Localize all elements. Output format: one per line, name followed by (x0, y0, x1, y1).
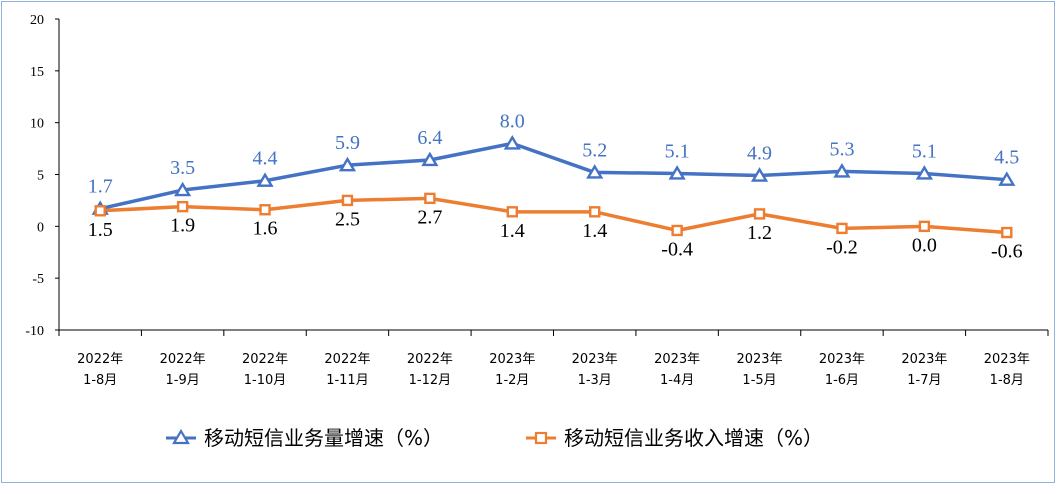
volume-data-label: 4.9 (747, 143, 772, 165)
series-lines (91, 135, 1016, 239)
volume-data-label: 6.4 (417, 127, 442, 149)
revenue-data-label: 1.5 (88, 219, 113, 241)
x-category-year: 2023年 (901, 352, 947, 367)
x-category-year: 2022年 (160, 352, 206, 367)
x-category-period: 1-5月 (742, 373, 776, 388)
x-category-period: 1-10月 (244, 373, 287, 388)
y-tick-label: 15 (30, 65, 44, 80)
x-category-year: 2022年 (242, 352, 288, 367)
volume-point-marker (750, 167, 769, 182)
revenue-point-marker (259, 204, 271, 216)
y-tick-label: 20 (30, 13, 44, 28)
revenue-point-marker (918, 220, 931, 233)
x-category-year: 2023年 (489, 352, 535, 367)
revenue-point-marker (341, 194, 354, 207)
revenue-data-label: 0.0 (912, 234, 937, 256)
revenue-data-label: 1.4 (500, 220, 525, 242)
volume-point-marker (338, 156, 357, 172)
volume-data-label: 5.9 (335, 132, 360, 154)
revenue-data-label: 1.9 (170, 215, 195, 237)
revenue-point-marker (753, 208, 766, 220)
revenue-point-marker (1001, 226, 1013, 239)
revenue-point-marker (506, 206, 518, 218)
revenue-point-marker (589, 206, 601, 218)
y-tick-label: -5 (32, 272, 44, 287)
volume-point-marker (998, 171, 1016, 186)
revenue-data-label: -0.6 (991, 241, 1023, 263)
y-tick-label: -10 (25, 324, 44, 339)
volume-point-marker (586, 164, 604, 179)
x-category-year: 2023年 (984, 352, 1030, 367)
volume-point-marker (668, 165, 686, 180)
x-category-period: 1-2月 (495, 373, 529, 388)
revenue-data-label: -0.2 (826, 236, 858, 258)
x-category-period: 1-6月 (825, 373, 859, 388)
series-line-volume (99, 141, 1007, 211)
legend-square-icon (534, 431, 548, 445)
volume-data-label: 5.2 (582, 139, 607, 161)
x-category-period: 1-3月 (578, 373, 612, 388)
x-category-period: 1-9月 (166, 373, 200, 388)
revenue-data-label: 1.4 (582, 220, 607, 242)
legend-label-volume: 移动短信业务量增速（%） (204, 426, 443, 450)
y-tick-label: 5 (37, 169, 44, 184)
legend-label-revenue: 移动短信业务收入增速（%） (564, 426, 823, 450)
volume-data-label: 4.5 (994, 147, 1019, 169)
volume-point-marker (256, 172, 274, 187)
revenue-data-label: 2.7 (417, 206, 442, 228)
revenue-point-marker (424, 192, 436, 205)
volume-point-marker (833, 163, 851, 178)
x-category-year: 2023年 (819, 352, 865, 367)
revenue-point-marker (836, 222, 848, 235)
data-labels: 1.7 3.5 4.4 5.9 6.4 8.0 5.2 5.1 4.9 5.3 5.1 4.5 1.5 1… (88, 110, 1023, 262)
revenue-point-marker (176, 200, 189, 213)
x-category-year: 2022年 (77, 352, 123, 367)
axes (55, 18, 1049, 336)
volume-point-marker (174, 181, 192, 197)
x-category-year: 2023年 (654, 352, 700, 367)
legend-triangle-icon (172, 428, 190, 445)
revenue-data-label: 2.5 (335, 208, 360, 230)
x-category-period: 1-8月 (83, 373, 117, 388)
legend: 移动短信业务量增速（%） 移动短信业务收入增速（%） (166, 426, 823, 450)
series-line-revenue (100, 196, 1007, 235)
volume-data-label: 1.7 (88, 176, 113, 198)
volume-data-label: 5.1 (665, 140, 690, 162)
revenue-data-label: -0.4 (661, 238, 693, 260)
revenue-data-label: 1.6 (253, 218, 278, 240)
x-category-period: 1-7月 (907, 373, 941, 388)
volume-point-marker (915, 165, 933, 180)
volume-data-label: 5.1 (912, 140, 937, 162)
volume-data-label: 8.0 (500, 110, 525, 132)
y-tick-label: 10 (30, 117, 44, 132)
x-category-year: 2022年 (407, 352, 453, 367)
y-tick-label: 0 (37, 220, 44, 235)
x-category-year: 2022年 (324, 352, 370, 367)
x-category-year: 2023年 (572, 352, 618, 367)
x-category-labels: 2022年 1-8月 2022年 1-9月 2022年 1-10月 2022年 1-11月 20… (77, 352, 1030, 388)
revenue-point-marker (94, 205, 106, 217)
y-tick-labels: 20 15 10 5 0 -5 -10 (25, 13, 44, 339)
volume-point-marker (503, 135, 521, 150)
revenue-point-marker (671, 224, 683, 237)
volume-data-label: 3.5 (170, 157, 195, 179)
x-category-period: 1-12月 (409, 373, 452, 388)
x-category-period: 1-8月 (990, 373, 1024, 388)
x-category-period: 1-11月 (326, 373, 369, 388)
x-category-year: 2023年 (736, 352, 782, 367)
volume-point-marker (421, 151, 439, 167)
volume-data-label: 4.4 (253, 148, 278, 170)
x-category-period: 1-4月 (660, 373, 694, 388)
volume-data-label: 5.3 (829, 138, 854, 160)
revenue-data-label: 1.2 (747, 222, 772, 244)
